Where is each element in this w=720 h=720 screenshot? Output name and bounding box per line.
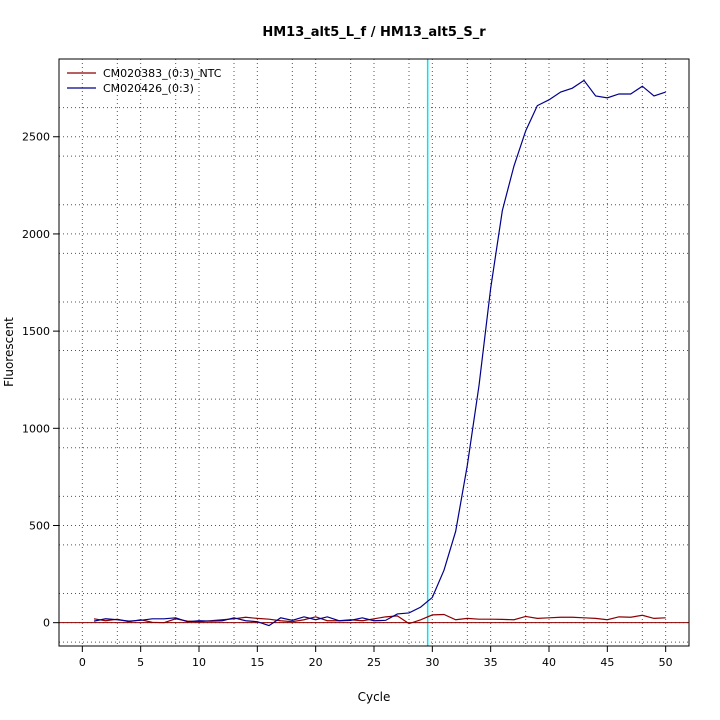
x-tick-label: 5 [137, 656, 144, 669]
y-tick-label: 1000 [22, 422, 50, 435]
chart-title: HM13_alt5_L_f / HM13_alt5_S_r [262, 25, 486, 40]
legend: CM020383_(0:3)_NTC CM020426_(0:3) [67, 67, 222, 95]
y-tick-label: 0 [43, 617, 50, 630]
x-tick-label: 25 [367, 656, 381, 669]
y-tick-label: 1500 [22, 325, 50, 338]
x-tick-label: 30 [425, 656, 439, 669]
y-tick-label: 500 [29, 519, 50, 532]
grid [59, 59, 689, 646]
y-tick-label: 2000 [22, 228, 50, 241]
series-line-2 [93, 79, 666, 627]
x-tick-label: 15 [250, 656, 264, 669]
y-tick-label: 2500 [22, 131, 50, 144]
x-tick-label: 40 [542, 656, 556, 669]
x-axis-label: Cycle [358, 690, 391, 704]
y-axis: 0 500 1000 1500 2000 2500 [22, 131, 59, 630]
y-axis-label: Fluorescent [2, 317, 16, 387]
series-layer [93, 79, 666, 627]
legend-label-1: CM020383_(0:3)_NTC [103, 67, 222, 80]
x-tick-label: 50 [659, 656, 673, 669]
x-tick-label: 0 [79, 656, 86, 669]
x-tick-label: 10 [192, 656, 206, 669]
x-tick-label: 45 [600, 656, 614, 669]
legend-label-2: CM020426_(0:3) [103, 82, 194, 95]
x-tick-label: 35 [484, 656, 498, 669]
x-tick-label: 20 [309, 656, 323, 669]
x-axis: 0 5 10 15 20 25 30 35 40 45 50 [79, 646, 673, 669]
